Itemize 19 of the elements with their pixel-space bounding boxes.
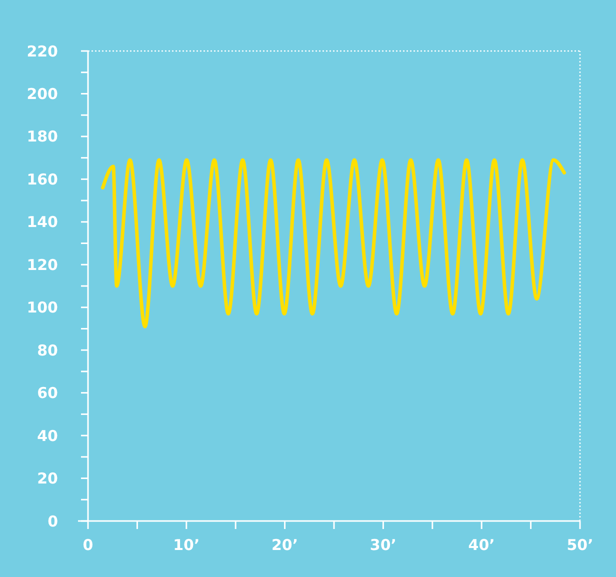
- y-tick-label: 0: [48, 512, 58, 530]
- y-tick-label: 160: [26, 170, 58, 188]
- y-tick-label: 60: [37, 384, 58, 402]
- x-tick-label: 40’: [468, 536, 495, 554]
- y-tick-label: 180: [26, 128, 58, 146]
- y-tick-label: 140: [26, 213, 58, 232]
- y-tick-label: 220: [26, 42, 58, 60]
- x-tick-label: 20’: [272, 536, 298, 554]
- x-tick-label: 30’: [370, 536, 396, 554]
- y-tick-label: 20: [37, 470, 58, 488]
- line-series: [101, 158, 566, 328]
- y-tick-label: 120: [26, 256, 58, 274]
- x-tick-label: 50’: [566, 536, 594, 554]
- y-tick-label: 40: [37, 426, 58, 445]
- y-tick-label: 80: [37, 341, 58, 360]
- x-tick-label: 0: [82, 536, 94, 554]
- y-tick-label: 100: [26, 298, 58, 317]
- y-tick-label: 200: [26, 84, 58, 103]
- x-tick-label: 10’: [173, 536, 200, 554]
